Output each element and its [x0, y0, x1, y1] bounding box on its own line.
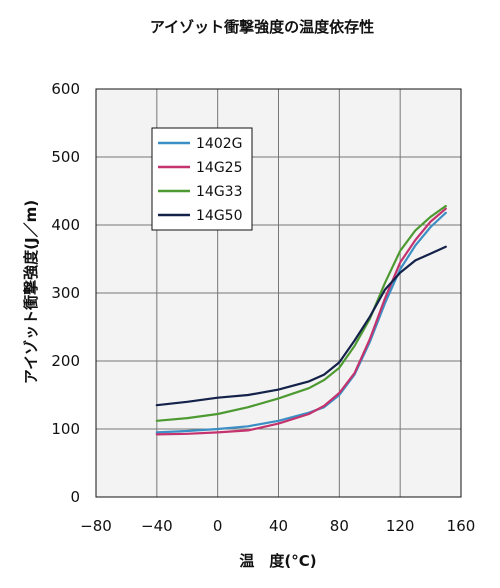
y-tick-label: 600	[51, 80, 80, 98]
series-line-1402g	[155, 211, 447, 434]
x-tick-label: 0	[213, 517, 223, 535]
series-line-14g50	[155, 245, 447, 407]
y-tick-label: 100	[51, 420, 80, 438]
y-axis-title: アイゾット衝撃強度(J／m)	[22, 200, 40, 384]
legend-label: 14G25	[196, 160, 242, 176]
series-line-14g25	[155, 207, 447, 436]
y-tick-label: 400	[51, 216, 80, 234]
x-axis-ticks: −80 −40 0 40 80 120 160	[80, 517, 475, 535]
legend-label: 1402G	[196, 136, 242, 152]
y-tick-label: 300	[51, 284, 80, 302]
x-tick-label: 80	[330, 517, 349, 535]
legend-label: 14G33	[196, 184, 242, 200]
x-tick-label: 40	[269, 517, 288, 535]
legend-label: 14G50	[196, 208, 242, 224]
x-tick-label: −80	[80, 517, 112, 535]
x-tick-label: 160	[447, 517, 476, 535]
x-tick-label: 120	[386, 517, 415, 535]
y-tick-label: 0	[70, 488, 80, 506]
series-line-14g33	[155, 204, 447, 422]
plot-frame	[95, 88, 462, 498]
series-lines	[155, 204, 447, 436]
x-tick-label: −40	[141, 517, 173, 535]
chart-title: アイゾット衝撃強度の温度依存性	[150, 18, 374, 36]
x-axis-title: 温 度(°C)	[239, 552, 316, 570]
y-tick-label: 500	[51, 148, 80, 166]
y-tick-label: 200	[51, 352, 80, 370]
legend-box	[151, 127, 253, 231]
y-axis-ticks: 0 100 200 300 400 500 600	[51, 80, 80, 506]
legend: 1402G 14G25 14G33 14G50	[151, 127, 253, 231]
